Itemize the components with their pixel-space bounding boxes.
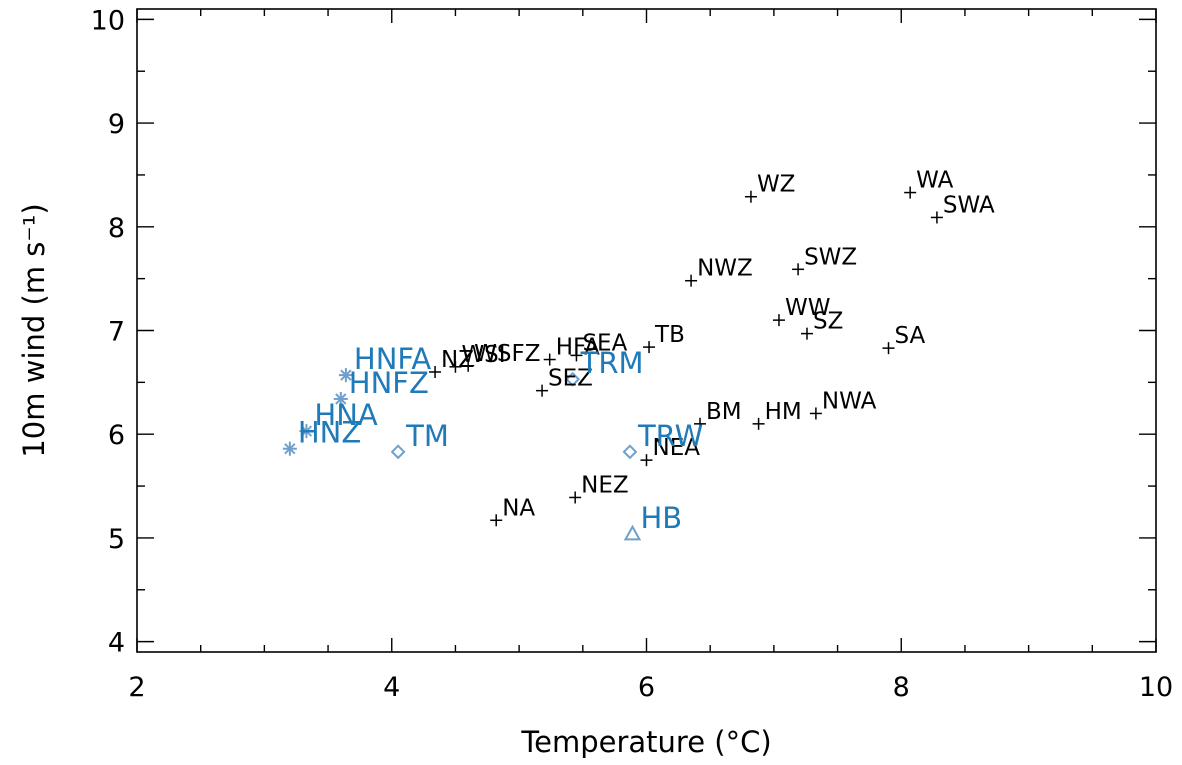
x-tick-label: 2 — [128, 672, 145, 703]
point-label: NWA — [822, 388, 877, 414]
point-label: SEZ — [548, 366, 593, 392]
data-point — [565, 371, 581, 387]
point-label: WZ — [757, 172, 796, 198]
y-tick-label: 7 — [108, 317, 125, 348]
data-point — [282, 441, 297, 456]
data-point — [623, 524, 642, 541]
data-point — [809, 407, 822, 420]
point-label: NEZ — [581, 472, 629, 498]
data-point — [792, 263, 805, 276]
data-point — [882, 342, 895, 355]
point-label: BM — [706, 399, 742, 425]
point-label: SWZ — [804, 244, 857, 270]
point-label: SA — [895, 323, 926, 349]
data-point — [543, 353, 556, 366]
point-label: HNZ — [298, 416, 361, 450]
data-point — [930, 211, 943, 224]
x-tick-label: 10 — [1139, 672, 1173, 703]
data-point — [643, 341, 656, 354]
point-label: NEA — [653, 435, 701, 461]
point-label: HNFA — [354, 342, 432, 376]
point-label: NZ — [441, 347, 474, 373]
point-label: HB — [640, 501, 682, 535]
data-point — [904, 186, 917, 199]
x-tick-label: 8 — [893, 672, 910, 703]
data-point — [536, 384, 549, 397]
point-label: NWZ — [697, 256, 753, 282]
y-tick-label: 10 — [91, 5, 125, 36]
data-point — [429, 365, 442, 378]
point-label: TM — [405, 419, 449, 453]
data-point — [333, 391, 348, 406]
data-point — [744, 190, 757, 203]
y-tick-label: 4 — [108, 628, 125, 659]
data-point — [800, 327, 813, 340]
point-label: WW — [785, 295, 830, 321]
point-label: WSI — [461, 342, 505, 368]
x-tick-label: 4 — [383, 672, 400, 703]
x-axis-title: Temperature (°C) — [520, 725, 771, 759]
point-label: WSFZ — [474, 341, 540, 367]
data-point — [299, 424, 314, 439]
point-label: TB — [654, 322, 685, 348]
point-label: HNA — [314, 398, 378, 432]
data-point — [685, 274, 698, 287]
data-point — [640, 454, 653, 467]
point-label: SEA — [582, 330, 627, 356]
point-label: TRW — [637, 419, 703, 453]
x-tick-label: 6 — [638, 672, 655, 703]
data-point — [772, 314, 785, 327]
point-label: WA — [916, 168, 953, 194]
data-points — [282, 186, 943, 541]
y-tick-label: 5 — [108, 524, 125, 555]
y-tick-label: 6 — [108, 420, 125, 451]
data-point — [570, 349, 583, 362]
data-point — [490, 514, 503, 527]
point-label: NA — [502, 495, 535, 521]
x-axis-ticks: 2 4 6 8 10 — [128, 9, 1173, 703]
y-axis-title: 10m wind (m s⁻¹) — [17, 203, 51, 457]
data-point — [752, 417, 765, 430]
point-label: TRM — [580, 346, 644, 380]
data-point — [462, 359, 475, 372]
point-label: HM — [765, 399, 802, 425]
data-point — [693, 417, 706, 430]
y-axis-ticks: 4 5 6 7 8 9 10 — [91, 5, 1156, 659]
data-point — [569, 491, 582, 504]
point-label: HNFZ — [349, 366, 429, 400]
data-point — [622, 444, 638, 460]
data-point — [449, 360, 462, 373]
y-tick-label: 9 — [108, 109, 125, 140]
data-point — [338, 368, 353, 383]
data-point — [390, 444, 406, 460]
point-label: HFA — [556, 335, 600, 361]
plot-frame — [136, 8, 1157, 653]
point-label: SWA — [943, 192, 995, 218]
y-tick-label: 8 — [108, 213, 125, 244]
point-label: SZ — [813, 309, 843, 335]
